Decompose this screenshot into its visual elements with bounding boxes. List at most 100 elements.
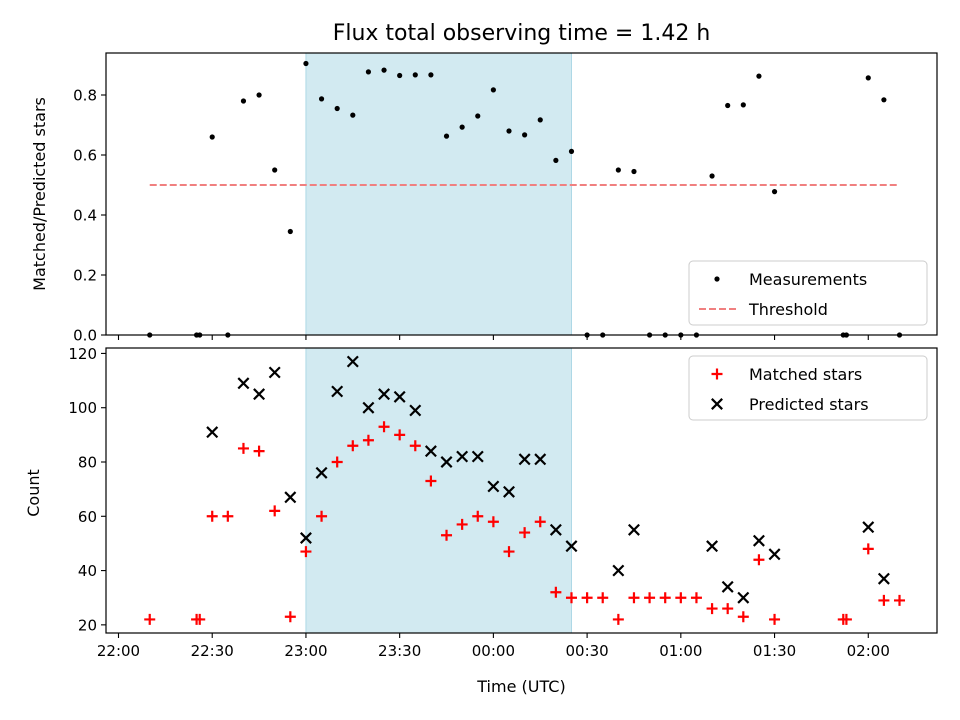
data-point <box>722 603 734 615</box>
data-point <box>487 480 500 493</box>
data-point <box>506 128 512 134</box>
data-point <box>315 466 328 479</box>
data-point <box>549 523 562 536</box>
data-point <box>709 173 715 179</box>
data-point <box>440 456 453 468</box>
data-point <box>706 603 718 615</box>
data-point <box>615 167 621 173</box>
data-point <box>706 540 719 553</box>
x-axis-label: Time (UTC) <box>476 677 565 696</box>
legend-label: Threshold <box>748 300 828 319</box>
x-tick-label: 22:30 <box>191 642 234 660</box>
data-point <box>397 72 403 79</box>
axes-frame <box>105 52 938 336</box>
data-point <box>456 518 468 530</box>
data-point <box>316 510 328 522</box>
data-point <box>581 592 593 604</box>
data-point <box>475 113 481 119</box>
top-y-axis-label: Matched/Predicted stars <box>30 97 49 291</box>
series-2 <box>206 355 890 604</box>
data-point <box>443 133 450 139</box>
data-point <box>393 390 406 403</box>
data-point <box>553 157 559 163</box>
data-point <box>378 388 391 401</box>
y-tick-label: 40 <box>78 562 97 580</box>
data-point <box>534 516 546 528</box>
data-point <box>253 445 265 457</box>
data-point <box>424 445 437 458</box>
x-tick-label: 01:00 <box>659 642 702 660</box>
y-tick-label: 60 <box>78 508 97 526</box>
data-point <box>284 491 297 504</box>
data-point <box>612 564 625 577</box>
data-point <box>519 527 531 539</box>
data-point <box>456 450 469 463</box>
data-point <box>346 355 359 368</box>
data-point <box>459 124 465 130</box>
data-point <box>565 540 578 553</box>
y-tick-label: 0.2 <box>73 267 97 285</box>
data-point <box>565 592 577 604</box>
data-point <box>894 594 906 606</box>
data-point <box>409 440 421 452</box>
legend-label: Matched stars <box>749 365 862 384</box>
legend: Matched stars Predicted stars <box>688 355 928 421</box>
data-point <box>675 592 687 604</box>
observing-window-band <box>305 52 572 336</box>
legend-label: Measurements <box>749 270 867 289</box>
bottom-y-axis-label: Count <box>24 469 43 517</box>
data-point <box>725 102 731 109</box>
x-tick-label: 00:00 <box>472 642 515 660</box>
data-point <box>537 117 543 123</box>
data-point <box>612 613 624 625</box>
legend-swatch <box>711 398 723 410</box>
y-tick-label: 0.4 <box>73 207 97 225</box>
legend-box <box>688 260 928 326</box>
data-point <box>331 385 344 398</box>
y-tick-label: 0.0 <box>73 327 97 345</box>
data-point <box>881 97 887 103</box>
data-point <box>318 96 325 102</box>
data-point <box>409 404 422 417</box>
data-point <box>487 516 499 528</box>
data-point <box>300 546 312 558</box>
y-tick-label: 0.6 <box>73 147 97 165</box>
data-point <box>690 592 702 604</box>
bottom-panel: 20 40 60 80 100 120 22:00 22:30 23:00 23:30 00:00 0… <box>68 345 938 660</box>
top-panel: 0.0 0.2 0.4 0.6 0.8 Measurements Threshold <box>73 52 938 345</box>
data-point <box>721 580 734 593</box>
data-point <box>206 426 219 439</box>
data-point <box>877 572 890 585</box>
data-point <box>287 228 293 235</box>
data-point <box>503 485 515 498</box>
data-point <box>768 548 781 561</box>
y-tick-label: 0.8 <box>73 87 97 105</box>
data-point <box>222 510 234 522</box>
data-point <box>862 521 875 534</box>
data-point <box>628 592 640 604</box>
data-point <box>284 611 296 623</box>
data-point <box>771 189 778 195</box>
data-point <box>253 388 266 401</box>
data-point <box>331 456 343 468</box>
data-point <box>381 67 387 73</box>
data-point <box>878 594 890 606</box>
data-point <box>503 546 515 558</box>
legend-swatch <box>714 276 720 282</box>
x-tick-label: 01:30 <box>753 642 796 660</box>
data-point <box>209 134 215 140</box>
data-point <box>522 132 528 138</box>
data-point <box>194 613 206 625</box>
x-tick-label: 02:00 <box>847 642 890 660</box>
data-point <box>471 450 484 463</box>
data-point <box>269 505 281 517</box>
x-tick-label: 00:30 <box>565 642 608 660</box>
series-1 <box>147 60 903 338</box>
data-point <box>490 87 496 93</box>
x-tick-label: 23:00 <box>284 642 327 660</box>
data-point <box>631 168 637 175</box>
data-point <box>644 592 656 604</box>
data-point <box>428 72 434 78</box>
y-tick-label: 120 <box>68 345 97 363</box>
